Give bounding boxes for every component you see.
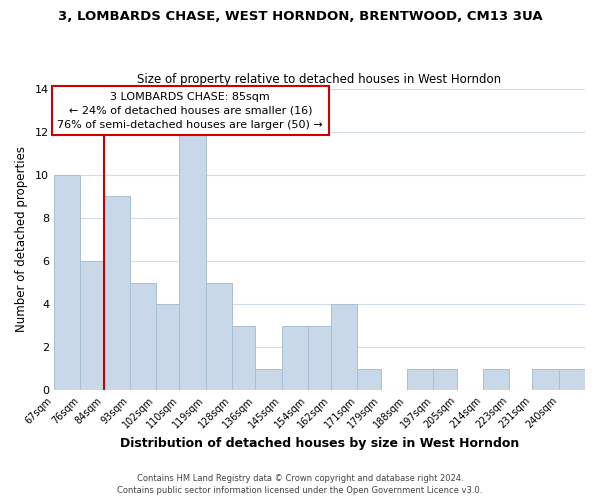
Bar — [532, 368, 559, 390]
Bar — [559, 368, 585, 390]
Bar — [407, 368, 433, 390]
Bar — [483, 368, 509, 390]
Bar — [255, 368, 281, 390]
Text: Contains HM Land Registry data © Crown copyright and database right 2024.
Contai: Contains HM Land Registry data © Crown c… — [118, 474, 482, 495]
X-axis label: Distribution of detached houses by size in West Horndon: Distribution of detached houses by size … — [120, 437, 519, 450]
Bar — [54, 175, 80, 390]
Bar — [156, 304, 179, 390]
Bar — [433, 368, 457, 390]
Bar — [232, 326, 255, 390]
Title: Size of property relative to detached houses in West Horndon: Size of property relative to detached ho… — [137, 73, 502, 86]
Bar — [331, 304, 358, 390]
Bar — [206, 282, 232, 391]
Bar — [281, 326, 308, 390]
Bar — [130, 282, 156, 391]
Y-axis label: Number of detached properties: Number of detached properties — [15, 146, 28, 332]
Text: 3 LOMBARDS CHASE: 85sqm
← 24% of detached houses are smaller (16)
76% of semi-de: 3 LOMBARDS CHASE: 85sqm ← 24% of detache… — [58, 92, 323, 130]
Bar — [80, 261, 104, 390]
Bar — [308, 326, 331, 390]
Bar — [179, 132, 206, 390]
Bar — [104, 196, 130, 390]
Bar — [358, 368, 381, 390]
Text: 3, LOMBARDS CHASE, WEST HORNDON, BRENTWOOD, CM13 3UA: 3, LOMBARDS CHASE, WEST HORNDON, BRENTWO… — [58, 10, 542, 23]
